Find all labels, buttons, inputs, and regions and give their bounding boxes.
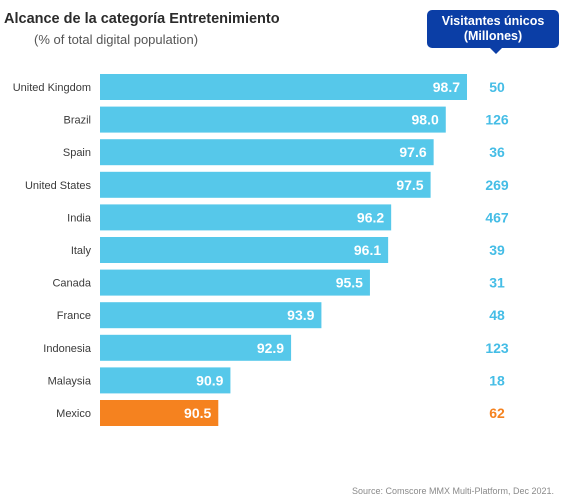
unique-visitors-value: 126 xyxy=(485,112,509,128)
unique-visitors-header-line-2: (Millones) xyxy=(463,29,523,43)
category-label: Mexico xyxy=(56,408,91,420)
unique-visitors-value: 31 xyxy=(489,275,505,291)
category-label: India xyxy=(67,212,92,224)
chart-title: Alcance de la categoría Entretenimiento xyxy=(4,11,280,27)
bar xyxy=(100,269,370,296)
bar-value-label: 90.9 xyxy=(196,372,223,388)
category-label: Italy xyxy=(71,245,92,257)
category-label: United States xyxy=(25,180,92,192)
bar-value-label: 97.5 xyxy=(396,177,423,193)
bar-value-label: 92.9 xyxy=(257,340,284,356)
bar xyxy=(100,204,392,231)
bar-value-label: 96.1 xyxy=(354,242,381,258)
bar-value-label: 93.9 xyxy=(287,307,314,323)
header-pointer xyxy=(489,47,503,54)
bar xyxy=(100,106,446,133)
unique-visitors-value: 123 xyxy=(485,340,509,356)
bar-value-label: 90.5 xyxy=(184,405,211,421)
unique-visitors-value: 62 xyxy=(489,405,505,421)
bar xyxy=(100,302,322,329)
unique-visitors-value: 50 xyxy=(489,79,505,95)
bar xyxy=(100,367,231,394)
category-label: France xyxy=(57,310,91,322)
category-label: Brazil xyxy=(63,115,91,127)
category-label: Malaysia xyxy=(48,375,92,387)
bar-value-label: 98.0 xyxy=(412,112,439,128)
bar xyxy=(100,334,292,361)
unique-visitors-value: 48 xyxy=(489,307,505,323)
category-label: Indonesia xyxy=(43,343,92,355)
unique-visitors-value: 39 xyxy=(489,242,505,258)
unique-visitors-header: Visitantes únicos (Millones) xyxy=(427,10,559,48)
bar xyxy=(100,237,389,263)
category-label: Canada xyxy=(52,278,91,290)
unique-visitors-header-line-1: Visitantes únicos xyxy=(441,14,545,28)
bar xyxy=(100,171,431,198)
bar-value-label: 96.2 xyxy=(357,209,384,225)
bar-value-label: 97.6 xyxy=(399,144,426,160)
source-note: Source: Comscore MMX Multi-Platform, Dec… xyxy=(351,486,554,496)
bar-value-label: 95.5 xyxy=(336,275,363,291)
category-label: United Kingdom xyxy=(13,82,91,94)
unique-visitors-value: 269 xyxy=(485,177,509,193)
chart-subtitle: (% of total digital population) xyxy=(34,32,199,47)
bar xyxy=(100,74,467,100)
bar-value-label: 98.7 xyxy=(433,79,460,95)
bar-highlight xyxy=(100,400,219,426)
category-label: Spain xyxy=(63,147,91,159)
bar xyxy=(100,139,434,166)
unique-visitors-value: 467 xyxy=(485,209,509,225)
unique-visitors-value: 18 xyxy=(489,372,505,388)
unique-visitors-value: 36 xyxy=(489,144,505,160)
